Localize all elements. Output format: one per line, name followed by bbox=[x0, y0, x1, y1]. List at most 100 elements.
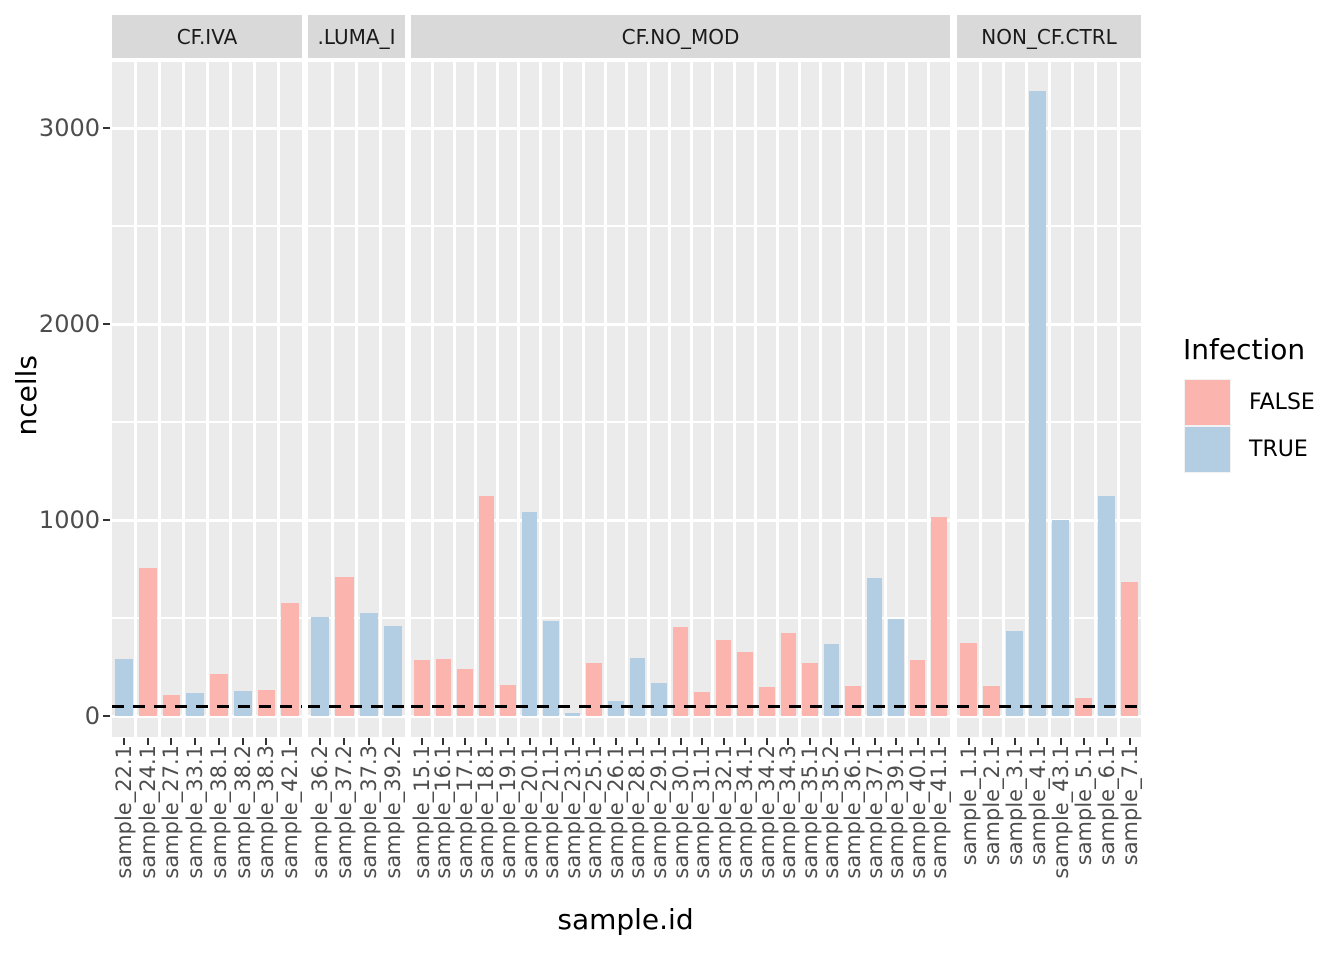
gridline-vertical bbox=[646, 62, 650, 737]
gridline-vertical bbox=[581, 62, 585, 737]
bar bbox=[780, 632, 797, 716]
gridline-vertical bbox=[797, 62, 801, 737]
x-axis-tick bbox=[550, 738, 553, 745]
gridline-vertical bbox=[379, 62, 383, 737]
x-axis-tick bbox=[391, 738, 394, 745]
bar bbox=[1006, 630, 1023, 716]
bar bbox=[823, 644, 840, 716]
x-axis-tick bbox=[420, 738, 423, 745]
x-axis-tick bbox=[528, 738, 531, 745]
x-axis-tick-label: sample_28.1 bbox=[625, 745, 650, 879]
gridline-vertical bbox=[1001, 62, 1005, 737]
bar bbox=[500, 684, 516, 716]
bar bbox=[931, 517, 947, 716]
x-axis-tick bbox=[701, 738, 704, 745]
bar bbox=[383, 625, 402, 716]
legend-entries: FALSE TRUE bbox=[1184, 379, 1344, 479]
x-axis-tick bbox=[485, 738, 488, 745]
gridline-vertical bbox=[689, 62, 693, 737]
x-axis-tick-label: sample_35.2 bbox=[819, 745, 844, 879]
bar bbox=[1121, 581, 1138, 716]
gridline-vertical bbox=[926, 62, 930, 737]
gridline-vertical bbox=[754, 62, 758, 737]
x-axis-tick-label: sample_1.1 bbox=[956, 745, 981, 866]
y-axis-tick bbox=[103, 127, 110, 129]
x-axis-tick bbox=[679, 738, 682, 745]
x-axis-tick-label: sample_24.1 bbox=[135, 745, 160, 879]
x-axis-tick bbox=[1082, 738, 1085, 745]
legend-entry-label: TRUE bbox=[1249, 437, 1308, 462]
x-axis-tick bbox=[657, 738, 660, 745]
x-axis-tick bbox=[1059, 738, 1062, 745]
bar bbox=[138, 568, 157, 716]
x-axis-tick-label: sample_34.1 bbox=[733, 745, 758, 879]
bar bbox=[737, 652, 753, 716]
bar bbox=[478, 496, 495, 716]
x-axis-tick bbox=[765, 738, 768, 745]
gridline-vertical bbox=[603, 62, 607, 737]
gridline-vertical bbox=[181, 62, 185, 737]
x-axis-tick-label: sample_3.1 bbox=[1002, 745, 1027, 866]
x-axis-tick bbox=[808, 738, 811, 745]
gridline-vertical bbox=[158, 62, 161, 737]
x-axis-tick-label: sample_22.1 bbox=[111, 745, 136, 879]
x-axis-tick bbox=[593, 738, 596, 745]
gridline-major bbox=[411, 126, 950, 130]
bar bbox=[311, 617, 330, 716]
y-axis-tick bbox=[103, 519, 110, 521]
x-axis-title: sample.id bbox=[557, 903, 694, 936]
x-axis-tick-label: sample_36.2 bbox=[308, 745, 333, 879]
gridline-major bbox=[411, 322, 950, 326]
legend-title: Infection bbox=[1183, 333, 1306, 366]
x-axis-tick bbox=[146, 738, 149, 745]
y-axis-tick-label: 0 bbox=[84, 702, 100, 730]
x-axis-tick-label: sample_37.2 bbox=[332, 745, 357, 879]
bar bbox=[909, 660, 926, 716]
gridline-vertical bbox=[134, 62, 138, 737]
x-axis-tick-label: sample_39.2 bbox=[380, 745, 405, 879]
gridline-vertical bbox=[1070, 62, 1074, 737]
facet-strip: NON_CF.CTRL bbox=[957, 15, 1141, 58]
bar bbox=[1098, 495, 1115, 716]
gridline-vertical bbox=[668, 62, 672, 737]
bar bbox=[845, 685, 861, 716]
gridline-vertical bbox=[1024, 62, 1028, 737]
x-axis-tick bbox=[170, 738, 173, 745]
x-axis-tick bbox=[1105, 738, 1108, 745]
y-axis-tick-label: 1000 bbox=[38, 506, 100, 534]
x-axis-tick bbox=[1036, 738, 1039, 745]
x-axis-tick bbox=[614, 738, 617, 745]
gridline-vertical bbox=[205, 62, 209, 737]
x-axis-tick-label: sample_33.1 bbox=[183, 745, 208, 879]
bar bbox=[115, 659, 133, 716]
x-axis-tick-label: sample_38.3 bbox=[254, 745, 279, 879]
bar bbox=[1029, 90, 1046, 716]
x-axis-tick-label: sample_7.1 bbox=[1117, 745, 1142, 866]
x-axis-tick-label: sample_16.1 bbox=[431, 745, 456, 879]
bar bbox=[672, 626, 689, 716]
x-axis-tick-label: sample_36.1 bbox=[840, 745, 865, 879]
gridline-vertical bbox=[776, 62, 780, 737]
x-axis-tick-label: sample_5.1 bbox=[1071, 745, 1096, 866]
y-axis-tick-label: 2000 bbox=[38, 310, 100, 338]
x-axis-tick-label: sample_4.1 bbox=[1025, 745, 1050, 866]
y-axis-tick bbox=[103, 715, 110, 717]
gridline-vertical bbox=[560, 62, 564, 737]
gridline-minor bbox=[411, 421, 950, 423]
gridline-minor bbox=[411, 225, 950, 227]
gridline-vertical bbox=[625, 62, 629, 737]
x-axis-tick bbox=[916, 738, 919, 745]
gridline-vertical bbox=[1116, 62, 1120, 737]
threshold-dashline bbox=[112, 704, 302, 708]
x-axis-tick bbox=[122, 738, 125, 745]
x-axis-tick bbox=[463, 738, 466, 745]
facet-panel bbox=[112, 62, 302, 737]
x-axis-tick-label: sample_42.1 bbox=[278, 745, 303, 879]
bar bbox=[866, 577, 883, 716]
bar bbox=[335, 576, 354, 716]
gridline-vertical bbox=[840, 62, 844, 737]
threshold-dashline bbox=[957, 704, 1141, 708]
gridline-vertical bbox=[355, 62, 358, 737]
bar bbox=[586, 663, 603, 716]
